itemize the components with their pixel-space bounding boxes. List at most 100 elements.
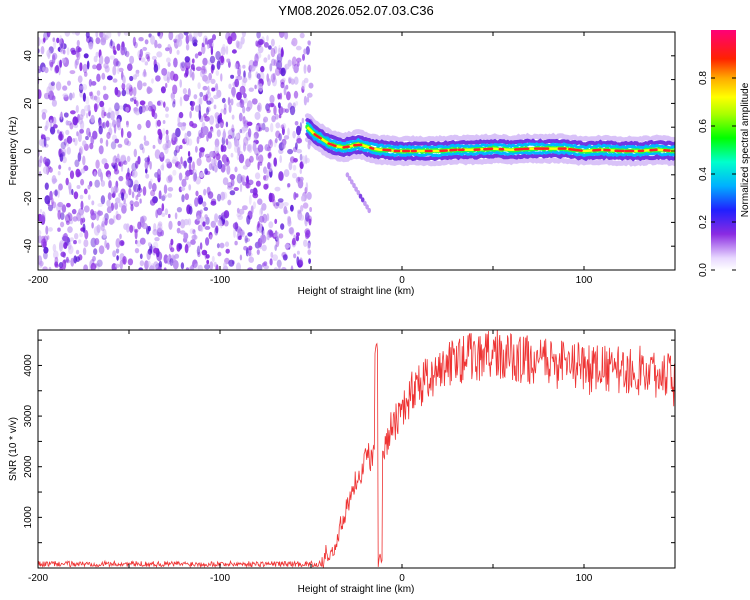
noise-speckle — [117, 67, 120, 75]
noise-speckle — [251, 98, 258, 105]
side-streak-dot — [356, 190, 361, 196]
noise-speckle — [129, 200, 134, 206]
noise-speckle — [283, 206, 288, 215]
noise-speckle — [296, 149, 303, 154]
noise-speckle — [71, 188, 74, 196]
noise-speckle — [243, 70, 246, 79]
noise-speckle — [209, 115, 215, 125]
noise-speckle — [165, 129, 169, 135]
noise-speckle — [57, 201, 64, 208]
noise-speckle — [252, 187, 258, 196]
noise-speckle — [147, 260, 151, 267]
noise-speckle — [139, 260, 145, 267]
noise-speckle — [62, 85, 68, 91]
noise-speckle — [172, 84, 178, 95]
noise-speckle — [289, 105, 296, 116]
noise-speckle — [40, 46, 45, 55]
noise-speckle — [147, 101, 153, 108]
noise-speckle — [145, 104, 149, 112]
noise-speckle — [153, 63, 159, 73]
noise-speckle — [266, 234, 270, 241]
noise-speckle — [83, 239, 89, 248]
noise-speckle — [89, 91, 93, 97]
side-streak-dot — [352, 182, 356, 189]
noise-speckle — [102, 122, 105, 128]
noise-speckle — [265, 231, 269, 240]
noise-speckle — [215, 70, 219, 76]
noise-speckle — [67, 245, 74, 255]
noise-speckle — [308, 82, 314, 89]
noise-speckle — [290, 265, 294, 270]
noise-speckle — [98, 145, 104, 155]
noise-speckle — [280, 124, 285, 129]
noise-speckle — [79, 85, 82, 90]
noise-speckle — [263, 265, 270, 270]
noise-speckle — [226, 58, 231, 63]
noise-speckle — [213, 215, 218, 224]
noise-speckle — [70, 257, 75, 267]
noise-speckle — [242, 118, 248, 128]
noise-speckle — [263, 175, 267, 181]
noise-speckle — [306, 96, 310, 103]
noise-speckle — [179, 96, 183, 107]
noise-speckle — [102, 85, 107, 91]
noise-speckle — [71, 32, 76, 35]
noise-speckle — [293, 234, 297, 240]
noise-speckle — [183, 160, 187, 169]
noise-speckle — [254, 172, 261, 180]
noise-speckle — [66, 47, 70, 56]
noise-speckle — [172, 101, 176, 108]
noise-speckle — [104, 65, 110, 73]
noise-speckle — [215, 153, 221, 161]
noise-speckle — [103, 111, 107, 117]
noise-speckle — [131, 191, 135, 199]
noise-speckle — [255, 125, 259, 133]
noise-speckle — [248, 87, 254, 92]
noise-speckle — [133, 179, 139, 188]
noise-speckle — [268, 45, 272, 50]
noise-speckle — [162, 194, 167, 199]
noise-speckle — [147, 242, 152, 247]
noise-speckle — [301, 80, 306, 90]
noise-speckle — [243, 245, 248, 251]
noise-speckle — [52, 54, 56, 65]
noise-speckle — [247, 267, 253, 270]
noise-speckle — [115, 186, 119, 193]
noise-speckle — [253, 134, 257, 142]
noise-speckle — [162, 120, 166, 124]
noise-speckle — [174, 136, 178, 142]
noise-speckle — [50, 126, 56, 135]
noise-speckle — [161, 212, 166, 217]
noise-speckle — [212, 34, 216, 41]
noise-speckle — [65, 129, 70, 135]
noise-speckle — [244, 235, 248, 244]
noise-speckle — [248, 59, 255, 69]
side-streak-dot — [358, 193, 363, 199]
colorbar-tick-label: 0.6 — [698, 119, 709, 133]
noise-speckle — [167, 174, 173, 182]
noise-speckle — [134, 229, 138, 240]
snr-y-ticks: 1000 2000 3000 4000 — [23, 339, 675, 544]
noise-speckle — [78, 83, 84, 94]
noise-speckle — [61, 204, 67, 213]
noise-speckle — [236, 262, 241, 270]
noise-speckle — [257, 144, 264, 153]
noise-speckle — [193, 39, 198, 44]
noise-speckle — [102, 228, 107, 239]
y-tick-label: 2000 — [23, 455, 34, 478]
noise-speckle — [283, 169, 290, 178]
noise-speckle — [237, 67, 242, 77]
noise-speckle — [57, 187, 60, 198]
noise-speckle — [49, 62, 53, 71]
noise-speckle — [280, 223, 285, 230]
noise-speckle — [57, 171, 61, 176]
noise-speckle — [116, 43, 121, 51]
noise-speckle — [192, 173, 197, 182]
noise-speckle — [137, 123, 142, 130]
noise-speckle — [137, 80, 143, 91]
noise-speckle — [213, 261, 217, 268]
noise-speckle — [76, 39, 80, 47]
noise-speckle — [296, 250, 300, 255]
snr-y-label: SNR (10 * v/v) — [8, 417, 19, 481]
noise-speckle — [288, 227, 294, 235]
